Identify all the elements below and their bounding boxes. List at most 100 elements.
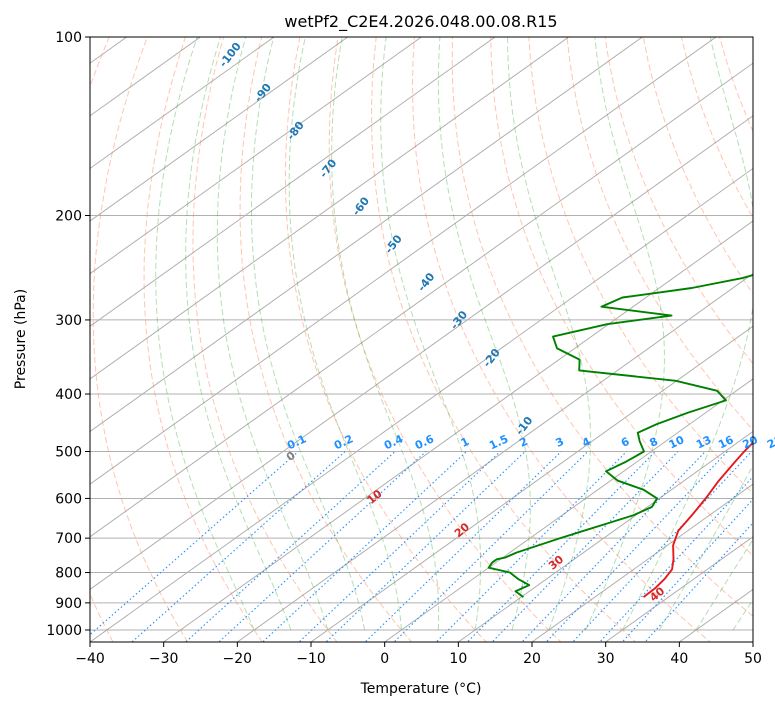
mixing-ratio-line — [184, 451, 396, 642]
skewed-isotherms — [90, 37, 753, 642]
dry-adiabat-line — [328, 37, 562, 642]
dry-adiabat-line — [642, 37, 753, 295]
dry-adiabat-line — [90, 37, 114, 642]
mixing-ratio-line — [218, 451, 427, 642]
y-tick-label: 400 — [55, 387, 82, 403]
moist-adiabat-line — [216, 37, 329, 631]
dry-adiabat-line — [192, 37, 338, 642]
mixing-ratio-label: 13 — [694, 433, 713, 451]
moist-adiabat-line — [380, 37, 482, 631]
x-axis-ticks: −40 −30 −20 −10 0 10 20 30 40 50 — [75, 642, 762, 667]
mixing-ratio-line — [435, 451, 628, 642]
y-tick-label: 100 — [55, 30, 82, 46]
dry-adiabat-line — [92, 37, 189, 642]
moist-adiabat-line — [585, 37, 665, 631]
mixing-ratio-line — [571, 451, 753, 642]
y-tick-label: 200 — [55, 209, 82, 225]
dry-adiabat-line — [490, 37, 753, 557]
x-axis-label: Temperature (°C) — [360, 681, 482, 697]
y-tick-label: 600 — [55, 491, 82, 507]
y-tick-label: 700 — [55, 531, 82, 547]
mixing-ratio-line — [261, 451, 467, 642]
x-tick-label: 10 — [449, 651, 467, 667]
y-tick-label: 800 — [55, 566, 82, 582]
mixing-ratio-line — [393, 451, 589, 642]
chart-title: wetPf2_C2E4.2026.048.00.08.R15 — [284, 12, 557, 32]
plot-frame — [89, 36, 754, 643]
dry-adiabats — [90, 37, 753, 642]
isotherm-line — [236, 273, 753, 642]
isotherm-line — [90, 37, 570, 380]
isotherm-line — [90, 37, 496, 327]
plot-area — [90, 37, 753, 642]
isotherm-line — [90, 37, 644, 433]
dry-adiabat-line — [284, 37, 487, 642]
moist-adiabat-line — [155, 37, 255, 631]
x-tick-label: 0 — [380, 651, 389, 667]
dewpoint-profile-line — [487, 274, 753, 598]
isotherm-line — [90, 37, 275, 170]
isotherm-line — [90, 37, 717, 485]
moist-adiabat-line — [622, 37, 753, 631]
dry-adiabat-line — [528, 37, 753, 495]
mixing-ratio-line — [599, 475, 753, 642]
dry-adiabat-line — [411, 37, 711, 642]
mixing-ratio-lines — [90, 451, 753, 642]
isotherm-line — [90, 37, 349, 222]
isotherm-line — [90, 167, 753, 642]
isotherm-line — [90, 37, 423, 275]
mixing-ratio-line — [621, 498, 753, 642]
pressure-gridlines — [90, 37, 753, 631]
mixing-ratio-line — [644, 522, 753, 642]
dry-adiabat-line — [371, 37, 637, 642]
isotherm-line — [90, 62, 753, 538]
mixing-ratio-label: 10 — [667, 433, 687, 451]
x-tick-label: −20 — [223, 651, 253, 667]
dry-adiabat-line — [239, 37, 413, 642]
temperature-profile-line — [642, 441, 753, 598]
isotherm-line — [604, 536, 753, 642]
dry-adiabat-line — [143, 37, 263, 642]
isotherm-line — [90, 115, 753, 590]
x-tick-label: −10 — [296, 651, 326, 667]
mixing-ratio-line — [298, 451, 501, 642]
y-tick-label: 900 — [55, 596, 82, 612]
dry-adiabat-line — [451, 37, 753, 617]
mixing-ratio-line — [545, 451, 728, 642]
mixing-ratio-line — [131, 451, 346, 642]
moist-adiabat-line — [507, 37, 591, 631]
x-tick-label: 40 — [670, 651, 688, 667]
isotherm-line — [531, 483, 753, 642]
mixing-ratio-line — [466, 451, 656, 642]
moist-adiabat-line — [437, 37, 531, 631]
moist-adiabat-line — [331, 37, 440, 631]
y-tick-label: 300 — [55, 313, 82, 329]
mixing-ratio-label: 25 — [765, 433, 775, 451]
x-tick-label: −30 — [149, 651, 179, 667]
moist-adiabat-line — [251, 37, 366, 631]
profile-series — [487, 274, 753, 598]
x-tick-label: 30 — [597, 651, 615, 667]
moist-adiabat-line — [695, 538, 753, 631]
isotherm-line — [457, 430, 753, 642]
moist-adiabat-line — [658, 464, 753, 631]
y-tick-label: 500 — [55, 444, 82, 460]
dry-adiabat-line — [566, 37, 753, 431]
x-tick-label: −40 — [75, 651, 105, 667]
y-tick-label: 1000 — [46, 623, 82, 639]
isotherm-line — [162, 220, 753, 642]
moist-adiabats — [155, 37, 753, 631]
mixing-ratio-label: 20 — [740, 433, 760, 451]
x-tick-label: 20 — [523, 651, 541, 667]
isotherm-line — [383, 378, 753, 642]
moist-adiabat-line — [185, 37, 292, 631]
mixing-ratio-label: 16 — [716, 433, 736, 451]
moist-adiabat-line — [288, 37, 402, 631]
y-axis-label: Pressure (hPa) — [13, 289, 29, 389]
mixing-ratio-line — [521, 451, 706, 642]
y-axis-ticks: 1000 900 800 700 600 500 400 300 200 100 — [46, 30, 90, 639]
mixing-ratio-line — [364, 451, 562, 642]
isotherm-line — [310, 325, 753, 642]
